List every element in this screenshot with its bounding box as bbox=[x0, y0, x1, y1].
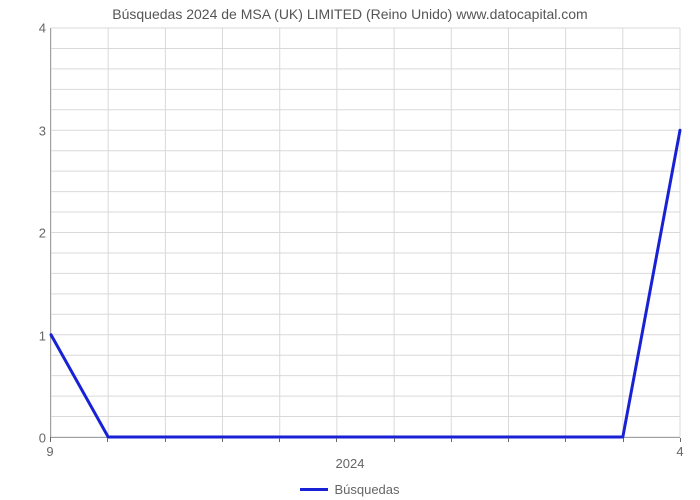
chart-title: Búsquedas 2024 de MSA (UK) LIMITED (Rein… bbox=[0, 6, 700, 22]
x-tick-mark bbox=[451, 438, 452, 442]
y-tick-label: 4 bbox=[28, 21, 46, 36]
y-tick-label: 0 bbox=[28, 431, 46, 446]
legend-label: Búsquedas bbox=[334, 482, 399, 497]
x-tick-mark bbox=[165, 438, 166, 442]
x-tick-mark bbox=[680, 438, 681, 442]
x-axis-title: 2024 bbox=[0, 456, 700, 471]
x-tick-mark bbox=[222, 438, 223, 442]
x-tick-mark bbox=[279, 438, 280, 442]
x-tick-mark bbox=[394, 438, 395, 442]
legend: Búsquedas bbox=[0, 478, 700, 497]
x-tick-mark bbox=[565, 438, 566, 442]
chart-container: Búsquedas 2024 de MSA (UK) LIMITED (Rein… bbox=[0, 0, 700, 500]
legend-swatch bbox=[300, 488, 328, 491]
line-series bbox=[51, 28, 680, 437]
x-tick-mark bbox=[508, 438, 509, 442]
y-tick-label: 3 bbox=[28, 123, 46, 138]
legend-item: Búsquedas bbox=[300, 482, 399, 497]
y-tick-label: 1 bbox=[28, 328, 46, 343]
x-tick-mark bbox=[50, 438, 51, 442]
plot-area bbox=[50, 28, 680, 438]
x-tick-mark bbox=[336, 438, 337, 442]
x-tick-mark bbox=[623, 438, 624, 442]
x-tick-mark bbox=[107, 438, 108, 442]
y-tick-label: 2 bbox=[28, 226, 46, 241]
